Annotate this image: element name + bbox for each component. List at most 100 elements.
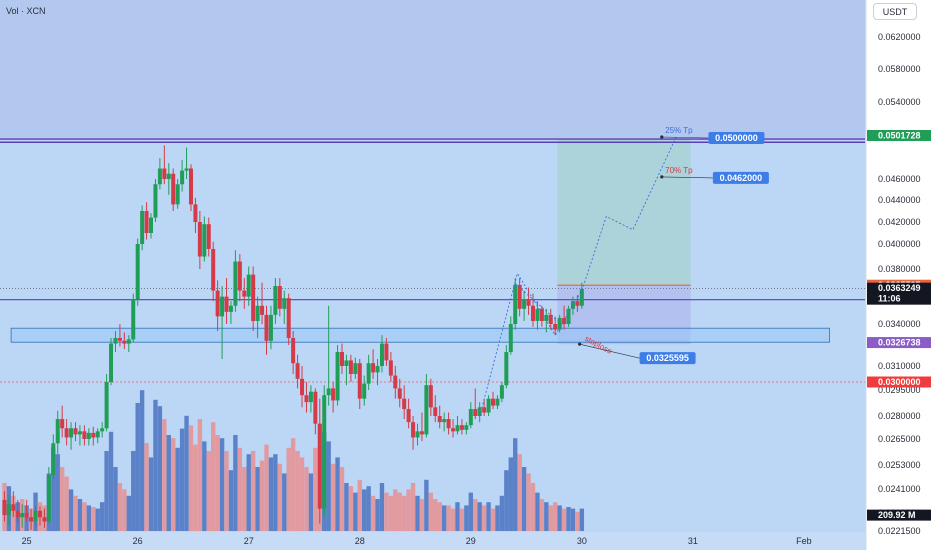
price-tick-label: 0.0295000 bbox=[878, 385, 921, 395]
price-tag-text: 0.0300000 bbox=[878, 377, 921, 387]
price-tick-label: 0.0440000 bbox=[878, 195, 921, 205]
volume-bar bbox=[366, 486, 371, 531]
candle-body bbox=[2, 499, 7, 516]
volume-bar bbox=[188, 425, 194, 531]
price-tick-label: 0.0280000 bbox=[878, 411, 921, 421]
volume-bar bbox=[268, 457, 274, 531]
candle-body bbox=[91, 432, 96, 438]
candle-body bbox=[335, 352, 340, 401]
volume-bar bbox=[206, 451, 211, 531]
price-tag-text: 0.0326738 bbox=[878, 338, 921, 348]
price-tag-text: 0.0363249 bbox=[878, 283, 921, 293]
candle-body bbox=[530, 305, 535, 321]
candle-body bbox=[340, 352, 345, 366]
candle-body bbox=[513, 284, 518, 324]
currency-button[interactable]: USDT bbox=[873, 3, 917, 20]
candle-body bbox=[455, 425, 460, 432]
candle-body bbox=[6, 504, 11, 516]
annotation-connector bbox=[661, 176, 713, 179]
price-tick-label: 0.0540000 bbox=[878, 97, 921, 107]
volume-bar bbox=[148, 457, 154, 531]
candle-body bbox=[180, 170, 185, 185]
volume-bar bbox=[530, 483, 536, 531]
volume-bar bbox=[446, 505, 451, 531]
candle-body bbox=[255, 305, 260, 321]
volume-bar bbox=[255, 467, 260, 531]
volume-bar bbox=[246, 454, 251, 531]
volume-bar bbox=[179, 428, 185, 531]
volume-bar bbox=[202, 441, 207, 531]
volume-bar bbox=[73, 495, 78, 531]
candle-body bbox=[264, 314, 269, 341]
candle-body bbox=[308, 391, 313, 403]
candle-body bbox=[109, 343, 114, 382]
candle-body bbox=[442, 419, 447, 423]
candle-body bbox=[428, 385, 433, 408]
candle-body bbox=[233, 261, 238, 306]
volume-bar bbox=[64, 476, 69, 531]
candle-body bbox=[220, 296, 225, 317]
candle-body bbox=[495, 398, 500, 406]
overhead-zone bbox=[0, 0, 865, 140]
volume-bar bbox=[375, 499, 380, 531]
candle-body bbox=[446, 419, 451, 429]
candle-body bbox=[575, 301, 580, 306]
volume-bar bbox=[139, 390, 145, 531]
volume-bar bbox=[344, 483, 349, 531]
volume-bar bbox=[517, 454, 522, 531]
volume-bar bbox=[219, 438, 225, 531]
candle-body bbox=[517, 284, 522, 309]
candle-body bbox=[24, 513, 29, 518]
candle-body bbox=[344, 360, 349, 366]
volume-bar bbox=[415, 495, 420, 531]
candle-body bbox=[579, 289, 584, 306]
volume-bar bbox=[228, 470, 234, 531]
price-tick-label: 0.0400000 bbox=[878, 239, 921, 249]
candle-body bbox=[273, 286, 278, 315]
volume-bar bbox=[384, 492, 389, 531]
time-tick-label: 30 bbox=[577, 536, 587, 546]
candle-body bbox=[55, 419, 60, 444]
candle-body bbox=[295, 363, 300, 379]
volume-bar bbox=[370, 495, 376, 531]
candle-body bbox=[544, 314, 549, 321]
volume-bar bbox=[77, 499, 83, 531]
candle-body bbox=[184, 168, 189, 171]
volume-bar bbox=[95, 508, 100, 531]
candle-body bbox=[424, 385, 429, 435]
candle-body bbox=[166, 173, 171, 179]
candle-body bbox=[375, 366, 380, 373]
candle-body bbox=[468, 409, 473, 426]
volume-bar bbox=[175, 447, 180, 531]
price-tick-label: 0.0340000 bbox=[878, 319, 921, 329]
annotation-label: 25% Tp bbox=[665, 126, 693, 135]
volume-bar bbox=[330, 463, 336, 531]
volume-bar bbox=[468, 492, 474, 531]
projection-path-secondary bbox=[514, 283, 558, 322]
candle-body bbox=[464, 425, 469, 430]
candle-body bbox=[202, 224, 207, 257]
candle-body bbox=[362, 383, 367, 399]
volume-bar bbox=[242, 467, 247, 531]
candle-body bbox=[224, 296, 229, 312]
volume-bar bbox=[393, 489, 398, 531]
symbol-label: Vol · XCN bbox=[6, 6, 46, 16]
candle-body bbox=[29, 517, 34, 522]
candle-body bbox=[322, 395, 327, 509]
candle-body bbox=[304, 395, 309, 403]
price-tick-label: 0.0580000 bbox=[878, 64, 921, 74]
candle-body bbox=[384, 343, 389, 361]
candle-body bbox=[393, 375, 398, 389]
candle-body bbox=[64, 428, 69, 438]
volume-bar bbox=[339, 467, 345, 531]
annotation-price-tag-text: 0.0500000 bbox=[715, 133, 758, 143]
candle-body bbox=[206, 224, 211, 249]
price-tag bbox=[867, 509, 931, 521]
candle-body bbox=[268, 314, 273, 341]
candle-body bbox=[171, 173, 176, 205]
candle-body bbox=[419, 431, 424, 435]
candle-body bbox=[42, 517, 47, 522]
candle-body bbox=[60, 419, 65, 429]
